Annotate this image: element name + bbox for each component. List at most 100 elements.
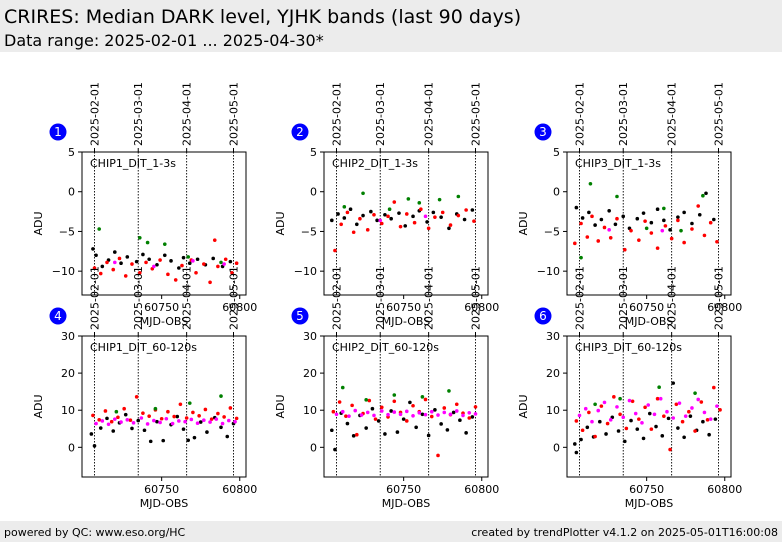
chart-panel-5: 2025-02-01 2025-03-01 2025-04-01 2025-05-01… [274, 266, 499, 510]
data-point [660, 434, 665, 438]
data-point [159, 416, 164, 421]
data-point [94, 253, 98, 258]
data-point [331, 409, 336, 414]
data-point [621, 214, 626, 219]
x-tick-label: 60800 [707, 301, 742, 314]
data-point [92, 444, 97, 448]
data-point [105, 416, 109, 421]
data-point [113, 417, 117, 421]
data-point [658, 396, 663, 401]
data-point [451, 410, 456, 415]
data-point [184, 416, 189, 420]
data-point [447, 226, 451, 231]
panel-label: CHIP2_DIT_1-3s [332, 157, 418, 170]
data-point [676, 426, 680, 430]
data-point [602, 400, 607, 405]
date-marker-label: 2025-05-01 [228, 266, 241, 330]
data-point [181, 255, 186, 260]
data-point [654, 424, 658, 429]
date-marker-label: 2025-05-01 [470, 266, 483, 330]
data-point [205, 430, 209, 434]
data-point [699, 400, 704, 404]
data-point [423, 214, 428, 219]
data-point [593, 434, 597, 439]
data-point [445, 428, 450, 432]
data-point [97, 418, 101, 422]
data-point [141, 252, 145, 257]
data-point [123, 412, 128, 417]
data-point [426, 433, 431, 438]
data-point [379, 409, 384, 413]
footer-bar: powered by QC: www.eso.org/HC created by… [0, 521, 782, 542]
data-point [202, 262, 206, 266]
data-point [186, 438, 191, 443]
y-tick-label: 0 [68, 441, 75, 454]
data-point [655, 396, 660, 401]
x-tick-label: 60800 [464, 301, 499, 314]
data-point [389, 216, 393, 221]
data-point [181, 427, 186, 431]
data-point [464, 208, 468, 212]
data-point [186, 255, 191, 259]
data-point [145, 422, 150, 426]
data-point [705, 418, 710, 422]
data-point [195, 257, 200, 262]
data-point [208, 420, 212, 424]
data-point [429, 409, 434, 414]
data-point [408, 400, 412, 405]
data-point [587, 210, 591, 215]
data-point [383, 432, 387, 436]
data-point [454, 409, 459, 413]
data-point [662, 218, 666, 223]
data-point [607, 228, 611, 232]
data-point [662, 206, 666, 211]
data-point [687, 409, 691, 414]
data-point [696, 204, 700, 208]
data-point [436, 453, 440, 458]
data-point [376, 419, 381, 423]
data-point [442, 410, 447, 415]
data-point [593, 223, 597, 227]
data-point [178, 402, 183, 407]
data-point [111, 429, 116, 433]
data-point [657, 385, 661, 390]
data-point [361, 191, 365, 196]
data-point [643, 405, 647, 410]
panel-label: CHIP1_DIT_60-120s [90, 341, 197, 354]
data-point [333, 248, 337, 253]
data-point [458, 418, 462, 423]
data-point [141, 411, 145, 415]
data-point [392, 410, 397, 414]
y-tick-label: 20 [546, 367, 560, 380]
plot-area [81, 151, 247, 296]
data-point [194, 270, 198, 275]
data-point [420, 395, 425, 399]
y-tick-label: 30 [61, 330, 75, 343]
data-point [98, 426, 103, 430]
data-point [97, 227, 101, 231]
data-point [383, 212, 387, 217]
data-point [369, 209, 373, 214]
date-marker-label: 2025-04-01 [666, 266, 679, 330]
data-point [470, 415, 475, 419]
data-point [397, 211, 401, 215]
data-point [615, 194, 619, 199]
data-point [223, 257, 228, 262]
x-tick-label: 60750 [629, 301, 664, 314]
panel-number-badge [534, 307, 552, 325]
data-point [209, 417, 214, 421]
data-point [425, 220, 429, 224]
y-tick-label: 30 [303, 330, 317, 343]
data-point [386, 412, 390, 417]
data-point [227, 418, 231, 423]
data-point [351, 434, 356, 438]
data-point [590, 419, 594, 424]
panel-number-badge [534, 123, 552, 141]
page-title: CRIRES: Median DARK level, YJHK bands (l… [4, 6, 522, 28]
data-point [342, 205, 347, 209]
chart-panel-2: 2025-02-01 2025-03-01 2025-04-01 2025-05-01… [274, 82, 499, 328]
panel-number: 1 [54, 125, 62, 139]
data-point [136, 418, 141, 423]
x-axis-label: MJD-OBS [625, 315, 673, 328]
data-point [161, 438, 166, 443]
